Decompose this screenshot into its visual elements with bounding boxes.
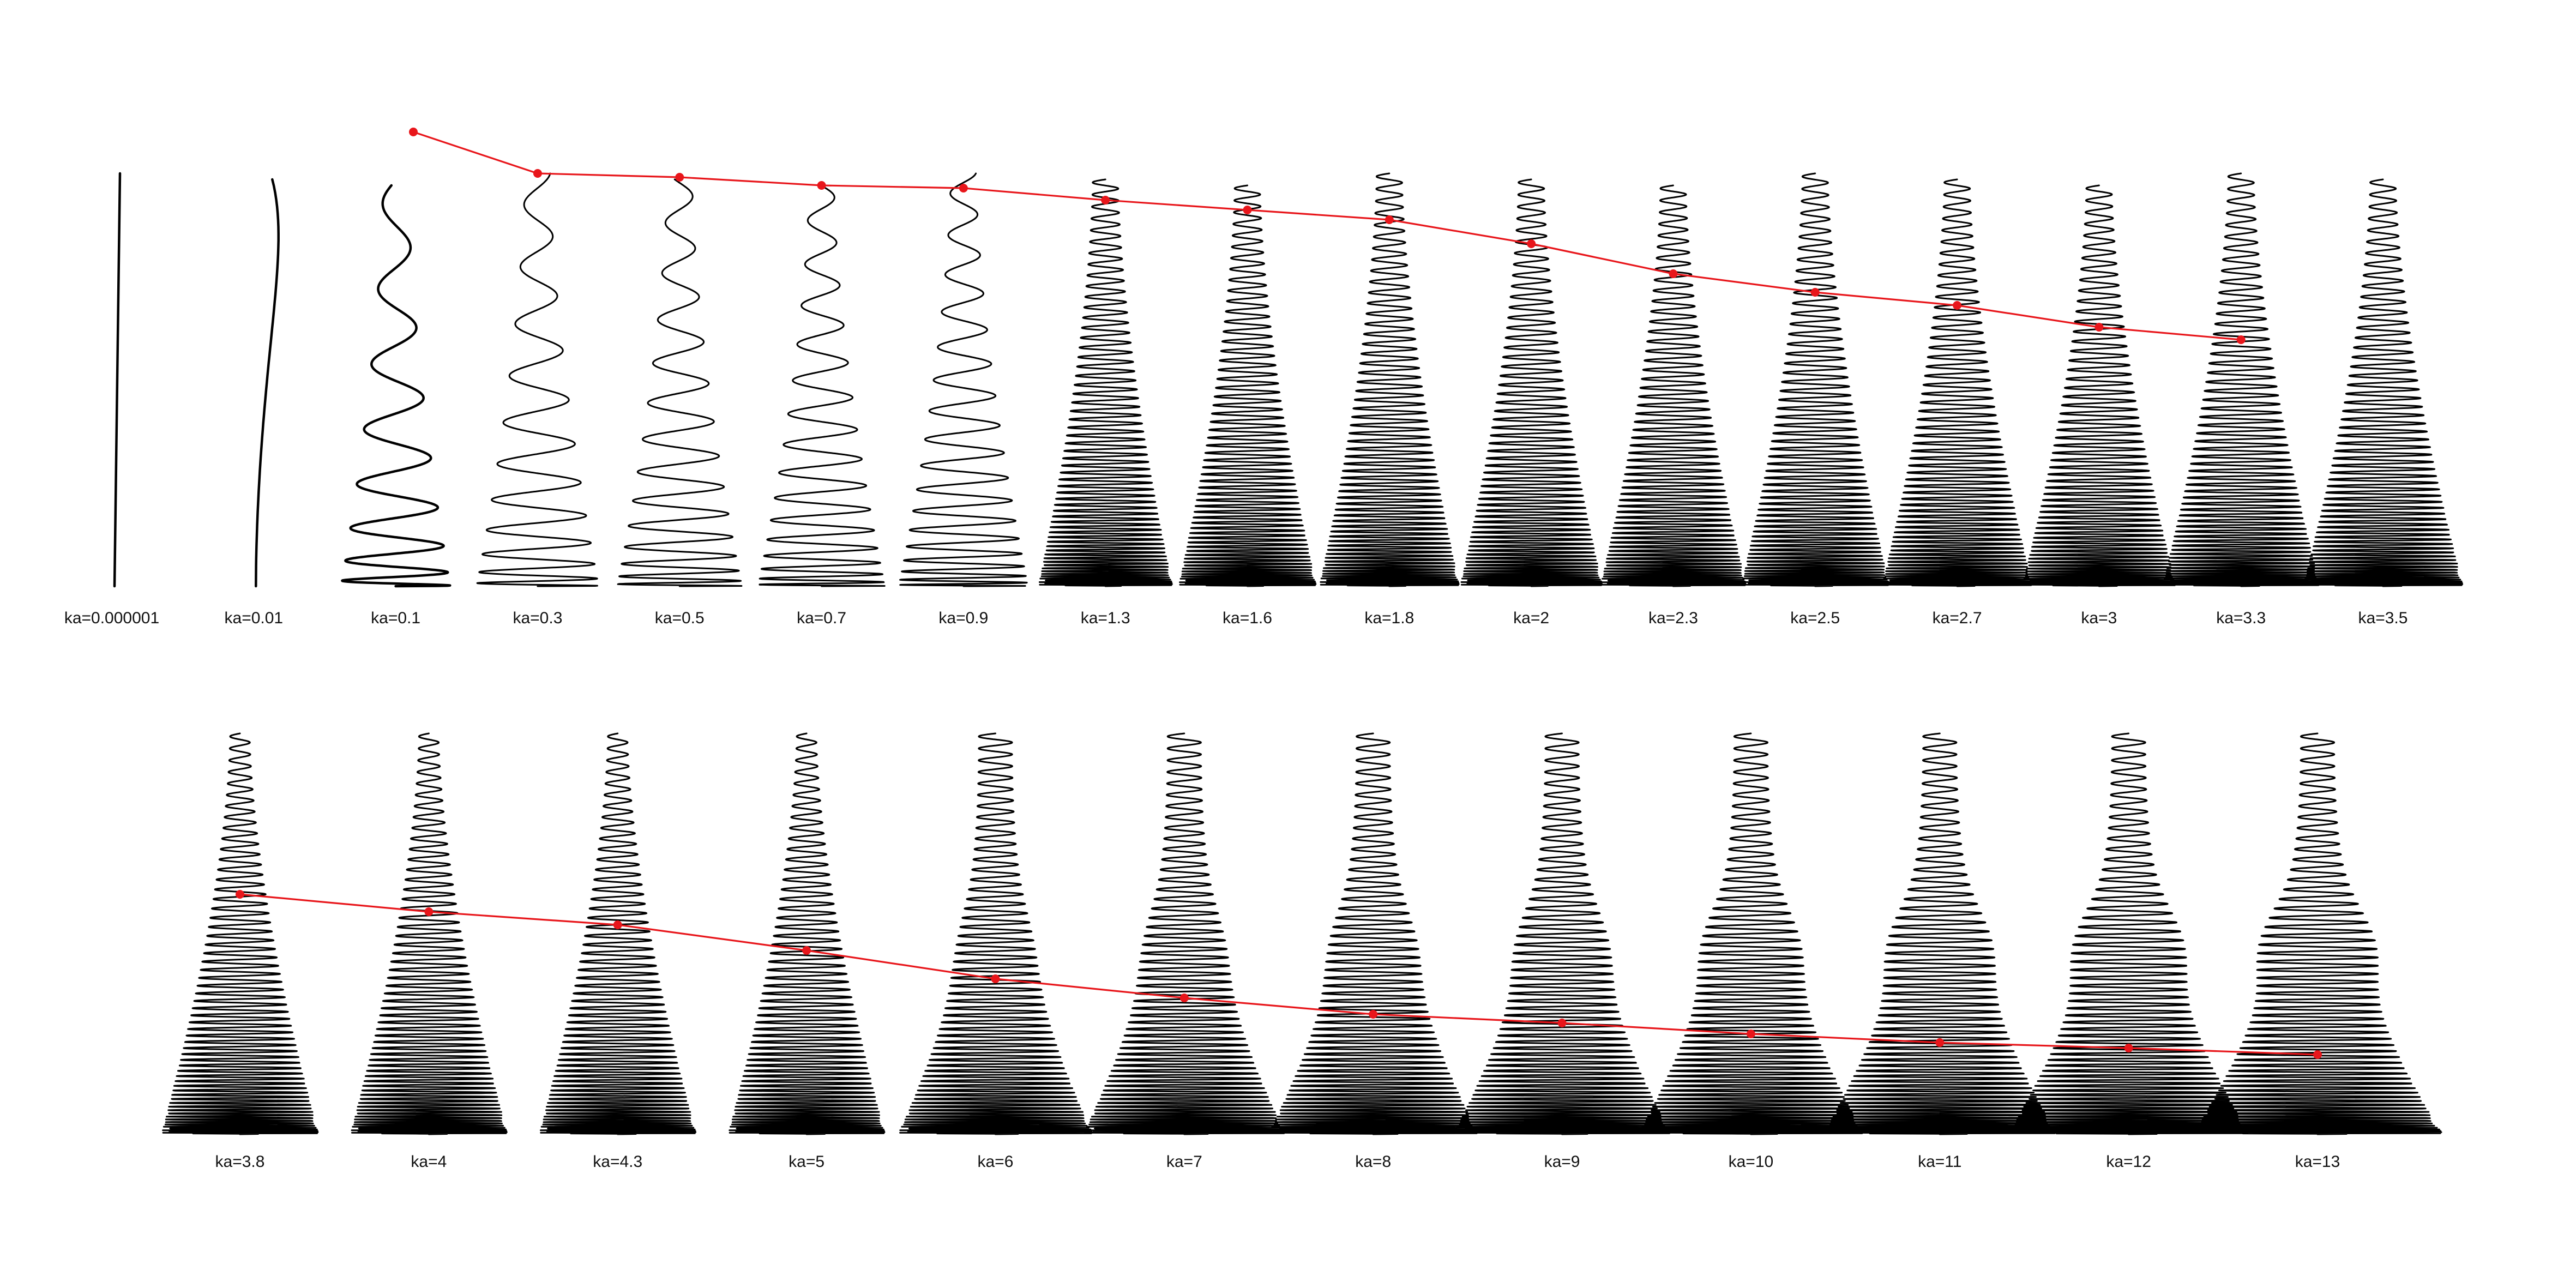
wave-trace (540, 732, 697, 1135)
ka-label: ka=0.01 (225, 609, 284, 627)
trend-marker (1369, 1010, 1378, 1019)
ka-label: ka=0.000001 (64, 609, 159, 627)
trend-marker (2313, 1050, 2322, 1059)
trend-marker (1953, 301, 1962, 310)
wave-trace (1038, 178, 1173, 587)
trend-marker (2124, 1044, 2133, 1052)
wave-trace (2194, 732, 2442, 1135)
trend-marker (1935, 1038, 1945, 1047)
ka-label: ka=0.3 (513, 609, 562, 627)
trend-marker (817, 181, 826, 190)
trend-marker (991, 974, 1000, 983)
trend-marker (2094, 323, 2104, 332)
trend-marker (613, 920, 622, 929)
ka-label: ka=0.1 (371, 609, 420, 627)
trend-line (413, 131, 2241, 341)
wave-trace (351, 732, 508, 1135)
ka-label: ka=12 (2106, 1153, 2151, 1171)
ka-label: ka=4.3 (593, 1153, 642, 1171)
wave-trace (729, 732, 886, 1135)
ka-label: ka=2.5 (1790, 609, 1840, 627)
wave-trace (2163, 172, 2320, 587)
wave-trace (2303, 178, 2464, 587)
trend-marker (1179, 994, 1189, 1002)
trend-marker (1243, 206, 1252, 214)
trend-marker (1527, 239, 1536, 248)
ka-label: ka=7 (1166, 1153, 1202, 1171)
ka-label: ka=3.8 (215, 1153, 265, 1171)
trend-line (239, 893, 2318, 1056)
ka-label: ka=1.3 (1081, 609, 1130, 627)
trend-marker (2236, 335, 2246, 344)
row-2-panels: ka=3.8 ka=4 ka=4.3 ka=5 ka=6 ka=7 ka=8 ka=9 ka=1… (162, 732, 2442, 1171)
wave-trace (617, 178, 743, 587)
wave-trace (2023, 184, 2177, 587)
ka-label: ka=0.5 (655, 609, 705, 627)
wave-trace (1320, 172, 1460, 587)
ka-label: ka=3.3 (2216, 609, 2266, 627)
wave-trace (113, 172, 122, 588)
ka-label: ka=4 (411, 1153, 447, 1171)
row-1-panels: ka=0.000001 ka=0.01 ka=0.1 ka=0.3 ka=0.5 ka=0… (64, 172, 2464, 627)
ka-label: ka=8 (1355, 1153, 1391, 1171)
ka-label: ka=5 (789, 1153, 824, 1171)
ka-label: ka=2.7 (1933, 609, 1982, 627)
ka-label: ka=10 (1729, 1153, 1774, 1171)
wave-trace (162, 732, 319, 1135)
wave-trace (476, 172, 598, 587)
ka-label: ka=3.5 (2358, 609, 2408, 627)
trend-marker (959, 184, 968, 192)
trend-marker (1101, 196, 1110, 204)
ka-label: ka=1.8 (1364, 609, 1414, 627)
wave-trace (1600, 184, 1747, 587)
ka-label: ka=6 (978, 1153, 1014, 1171)
ka-label: ka=9 (1544, 1153, 1580, 1171)
ka-label: ka=2 (1513, 609, 1549, 627)
ka-label: ka=2.3 (1648, 609, 1698, 627)
trend-marker (1810, 288, 1820, 297)
trend-marker (1557, 1019, 1567, 1027)
wave-trace (1882, 178, 2033, 587)
wave-trace (899, 172, 1028, 587)
trend-marker (675, 173, 684, 182)
wave-trace (341, 184, 452, 588)
wave-trace (1084, 732, 1286, 1135)
wave-trace (1269, 732, 1479, 1135)
trend-marker (424, 907, 434, 916)
wave-trace (1639, 732, 1864, 1135)
trend-marker (1746, 1030, 1755, 1038)
wave-trace (899, 732, 1093, 1135)
ka-label: ka=3 (2081, 609, 2117, 627)
trend-marker (236, 890, 244, 899)
wave-trace (1824, 732, 2057, 1135)
red-trend-lines (236, 128, 2322, 1059)
wave-trace (2009, 732, 2249, 1135)
wave-trace (1741, 172, 1890, 587)
ka-label: ka=1.6 (1223, 609, 1272, 627)
wave-trace (759, 184, 886, 587)
wave-trace (1179, 184, 1317, 587)
trend-marker (802, 946, 811, 955)
ka-label: ka=13 (2295, 1153, 2340, 1171)
trend-marker (1385, 215, 1394, 224)
ka-label: ka=0.7 (797, 609, 846, 627)
wave-trace (1454, 732, 1671, 1135)
trend-marker (1669, 269, 1678, 278)
ka-label: ka=11 (1918, 1153, 1961, 1171)
trend-marker (409, 128, 418, 136)
ka-label: ka=0.9 (938, 609, 988, 627)
trend-marker (533, 169, 542, 178)
wave-trace (255, 178, 280, 588)
